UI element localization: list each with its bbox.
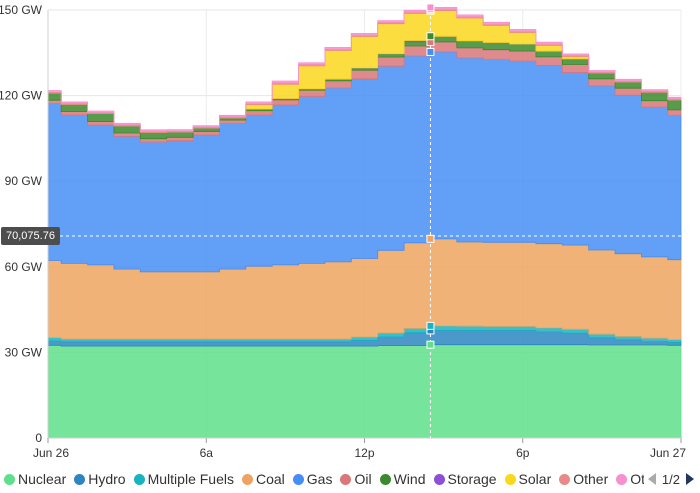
y-tick-label: 90 GW xyxy=(5,174,43,188)
legend-label: Other xyxy=(573,471,609,487)
area-series-5[interactable] xyxy=(47,51,682,273)
legend-pager: 1/2 xyxy=(643,469,694,489)
y-tick-label: 120 GW xyxy=(0,89,43,103)
legend-label: Solar xyxy=(518,471,552,487)
legend-next-page-icon[interactable] xyxy=(686,473,694,485)
crosshair-marker xyxy=(426,321,435,330)
crosshair-value-label: 70,075.76 xyxy=(1,227,60,245)
legend-label: Coal xyxy=(255,471,285,487)
legend: Nuclear Hydro Multiple Fuels Coal Gas Oil Wind… xyxy=(4,469,700,489)
legend-item[interactable]: Gas xyxy=(292,471,333,487)
legend-label: Multiple Fuels xyxy=(147,471,234,487)
legend-prev-page-icon[interactable] xyxy=(647,473,656,485)
y-tick-label: 30 GW xyxy=(5,345,43,359)
area-series-11[interactable] xyxy=(47,7,682,132)
x-tick-label: 6a xyxy=(200,446,214,460)
y-tick-label: 60 GW xyxy=(5,260,43,274)
legend-item[interactable]: Multiple Fuels xyxy=(133,471,234,487)
series-areas xyxy=(47,7,682,439)
legend-item[interactable]: Oil xyxy=(340,471,372,487)
legend-label: Nuclear xyxy=(18,471,67,487)
legend-label: Wind xyxy=(393,471,426,487)
crosshair xyxy=(48,3,681,438)
legend-item[interactable]: Wind xyxy=(379,471,426,487)
y-tick-label: 150 GW xyxy=(0,3,43,17)
legend-label: Oil xyxy=(354,471,372,487)
x-tick-label: 6p xyxy=(516,446,530,460)
legend-label: Hydro xyxy=(88,471,126,487)
x-tick-label: Jun 26 xyxy=(33,446,69,460)
area-series-1[interactable] xyxy=(47,344,682,439)
axes: 0 30 GW 60 GW 90 GW 120 GW 150 GW Jun 26 6a 12p 6… xyxy=(0,3,686,460)
y-tick-label: 0 xyxy=(35,431,42,445)
legend-item[interactable]: Storage xyxy=(433,471,497,487)
crosshair-marker xyxy=(426,47,435,56)
legend-item[interactable]: Solar xyxy=(504,471,552,487)
crosshair-marker xyxy=(426,3,435,12)
legend-swatch-icon xyxy=(559,473,571,485)
legend-swatch-icon xyxy=(433,473,445,485)
x-tick-label: 12p xyxy=(354,446,374,460)
legend-swatch-icon xyxy=(241,473,253,485)
legend-page-indicator: 1/2 xyxy=(661,471,680,487)
legend-label: Storage xyxy=(447,471,497,487)
crosshair-marker xyxy=(426,32,435,41)
legend-swatch-icon xyxy=(133,473,145,485)
legend-swatch-icon xyxy=(379,473,391,485)
legend-swatch-icon xyxy=(340,473,352,485)
legend-item[interactable]: Coal xyxy=(241,471,285,487)
legend-item[interactable]: Nuclear xyxy=(4,471,66,487)
legend-item[interactable]: Hydro xyxy=(74,471,126,487)
legend-swatch-icon xyxy=(616,473,628,485)
legend-swatch-icon xyxy=(504,473,516,485)
legend-swatch-icon xyxy=(292,473,304,485)
legend-swatch-icon xyxy=(4,473,15,485)
legend-swatch-icon xyxy=(74,473,86,485)
crosshair-marker xyxy=(426,234,435,243)
legend-item[interactable]: Other xyxy=(559,471,608,487)
x-tick-label: Jun 27 xyxy=(650,446,686,460)
crosshair-marker xyxy=(426,340,435,349)
legend-label: Gas xyxy=(306,471,333,487)
stacked-area-chart[interactable]: 0 30 GW 60 GW 90 GW 120 GW 150 GW Jun 26 6a 12p 6… xyxy=(0,0,700,466)
